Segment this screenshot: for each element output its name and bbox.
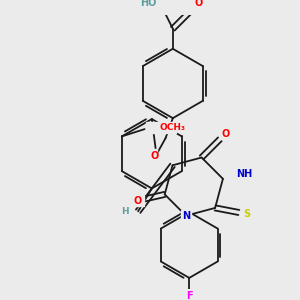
Bar: [132, 195, 144, 206]
Text: OCH₃: OCH₃: [159, 123, 185, 132]
Text: NH: NH: [236, 169, 252, 179]
Bar: [122, 208, 133, 217]
Bar: [183, 291, 195, 300]
Text: O: O: [133, 196, 142, 206]
Bar: [194, 0, 203, 8]
Text: HO: HO: [140, 0, 156, 8]
Text: O: O: [194, 0, 202, 8]
Bar: [225, 169, 243, 180]
Text: O: O: [150, 152, 159, 161]
Bar: [220, 128, 231, 139]
Text: N: N: [182, 211, 190, 221]
Bar: [181, 210, 191, 221]
Text: H: H: [122, 207, 129, 216]
Text: F: F: [186, 291, 193, 300]
Bar: [146, 149, 157, 160]
Bar: [241, 209, 253, 220]
Text: O: O: [221, 129, 230, 139]
Text: S: S: [244, 209, 250, 219]
Bar: [146, 122, 176, 133]
Bar: [142, 0, 160, 10]
